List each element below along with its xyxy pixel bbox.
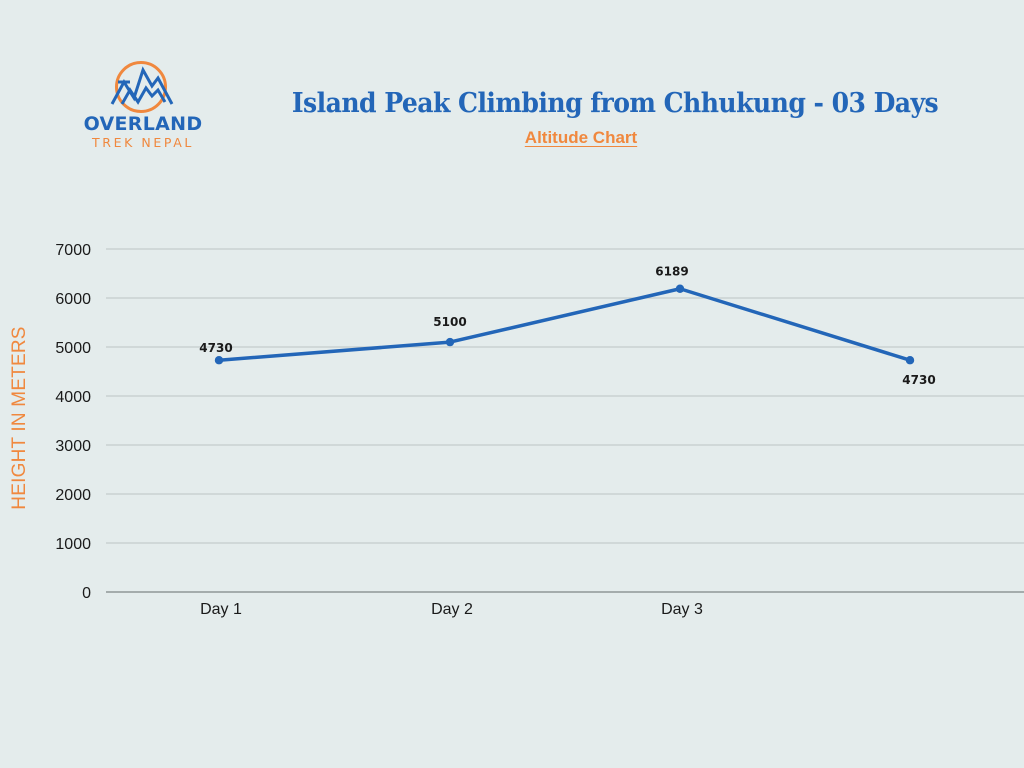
y-tick-label: 6000 — [55, 291, 91, 308]
chart-subtitle: Altitude Chart — [524, 128, 638, 147]
y-tick-label: 4000 — [55, 389, 91, 406]
y-tick-label: 0 — [82, 585, 91, 602]
altitude-series-line — [218, 286, 911, 362]
y-tick-label: 7000 — [55, 242, 91, 259]
data-label: 5100 — [433, 315, 466, 329]
brand-name: OVERLAND — [83, 113, 203, 135]
x-axis-ticks: Day 1 Day 2 Day 3 — [200, 601, 703, 618]
y-axis-ticks: 0 1000 2000 3000 4000 5000 6000 7000 — [55, 242, 91, 602]
data-point — [445, 337, 455, 347]
data-point — [905, 356, 915, 365]
x-tick-label: Day 3 — [661, 601, 703, 618]
data-points — [214, 284, 915, 365]
chart-title: Island Peak Climbing from Chhukung - 03 … — [291, 88, 939, 119]
data-labels: 4730 5100 6189 4730 — [199, 265, 935, 387]
brand-tagline: TREK NEPAL — [92, 135, 194, 150]
x-tick-label: Day 2 — [431, 601, 473, 618]
data-point — [675, 284, 685, 293]
x-tick-label: Day 1 — [200, 601, 242, 618]
y-tick-label: 3000 — [55, 438, 91, 455]
brand-logo: OVERLAND TREK NEPAL — [78, 58, 208, 154]
data-label: 4730 — [199, 341, 232, 355]
y-tick-label: 1000 — [55, 536, 91, 553]
y-tick-label: 5000 — [55, 340, 91, 357]
mountain-logo-icon — [110, 61, 174, 113]
gridlines — [106, 248, 1024, 593]
data-point — [214, 356, 224, 365]
data-label: 6189 — [655, 265, 688, 279]
data-label: 4730 — [902, 373, 935, 387]
y-tick-label: 2000 — [55, 487, 91, 504]
